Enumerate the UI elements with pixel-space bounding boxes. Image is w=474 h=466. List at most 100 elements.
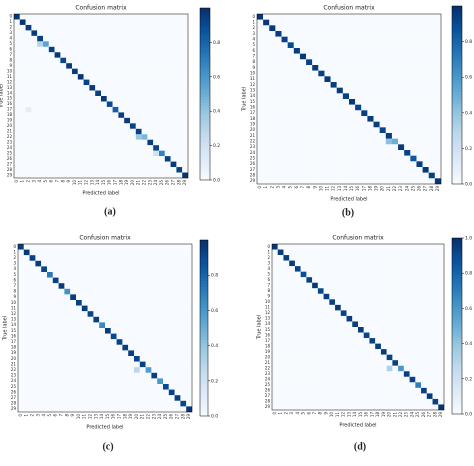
heatmap-cell [361,36,368,43]
heatmap-cell [369,382,376,388]
heatmap-cell [306,87,313,94]
heatmap-cell [122,384,129,390]
heatmap-cell [403,404,410,411]
heatmap-cell [300,255,307,261]
heatmap-cell [421,244,427,250]
heatmap-cell [398,133,405,139]
heatmap-cell [29,361,36,368]
heatmap-cell [392,338,399,344]
heatmap-cell [398,293,404,300]
heatmap-cell [403,332,410,339]
heatmap-cell [373,121,380,128]
heatmap-cell [151,378,158,385]
heatmap-cell [81,350,88,357]
heatmap-cell [116,361,123,368]
heatmap-cell [110,361,117,368]
heatmap-cell [99,266,106,273]
heatmap-cell [355,133,362,139]
heatmap-cell [299,144,307,151]
heatmap-cell [118,46,125,53]
heatmap-cell [300,327,307,333]
heatmap-cell [428,19,435,26]
heatmap-cell [31,101,38,107]
heatmap-cell [379,70,386,77]
heatmap-cell [287,48,294,54]
heatmap-cell [52,277,59,284]
heatmap-cell [422,53,429,60]
heatmap-cell [422,138,429,145]
heatmap-cell [37,30,44,36]
heatmap-cell [404,121,411,128]
heatmap-cell [323,321,330,328]
heatmap-cell [306,42,313,49]
heatmap-cell [170,161,177,168]
heatmap-cell [432,315,439,322]
heatmap-cell [300,387,307,394]
heatmap-cell [421,327,427,333]
heatmap-cell [409,266,416,272]
heatmap-cell [403,360,410,366]
heatmap-cell [95,63,102,69]
heatmap-cell [355,87,362,94]
heatmap-cell [180,367,187,373]
heatmap-cell [35,272,42,278]
heatmap-cell [398,19,405,26]
heatmap-cell [410,110,417,117]
heatmap-cell [35,311,42,317]
colorbar-segment [200,301,208,305]
heatmap-cell [87,378,94,385]
heatmap-cell [398,116,405,122]
heatmap-cell [263,110,270,117]
heatmap-cell [355,155,362,162]
x-tick-label: 24 [153,180,158,186]
heatmap-cell [93,356,100,362]
heatmap-cell [116,367,123,373]
heatmap-cell [263,31,270,37]
heatmap-cell [300,349,307,355]
heatmap-cell [403,354,410,361]
colorbar-segment [200,366,208,370]
heatmap-cell [421,266,427,272]
heatmap-cell [283,398,290,405]
heatmap-cell [147,19,154,25]
heatmap-cell [434,36,442,43]
colorbar-segment [200,240,208,244]
heatmap-cell [369,288,376,294]
heatmap-cell [23,277,30,284]
heatmap-cell [403,393,410,399]
heatmap-cell [180,378,187,385]
heatmap-cell [186,384,193,390]
heatmap-cell [287,31,294,37]
colorbar-segment [452,293,462,297]
heatmap-cell [145,367,152,373]
heatmap-cell [174,288,181,295]
heatmap-cell [77,172,84,179]
heatmap-cell [329,349,336,355]
x-tick-label: 19 [381,412,386,418]
heatmap-cell [37,96,44,102]
heatmap-cell [421,310,427,316]
heatmap-cell [141,128,148,135]
heatmap-cell [151,328,158,334]
heatmap-cell [128,395,135,401]
heatmap-cell [358,365,364,372]
colorbar-segment [200,139,210,144]
heatmap-cell [41,244,48,250]
heatmap-cell [135,79,142,86]
heatmap-cell [58,300,65,306]
heatmap-cell [287,150,294,156]
heatmap-cell [318,172,325,179]
heatmap-cell [403,244,410,250]
heatmap-cell [426,249,433,256]
heatmap-cell [421,321,427,328]
heatmap-cell [340,398,347,405]
heatmap-cell [37,167,44,173]
heatmap-cell [263,76,270,83]
heatmap-cell [340,299,347,305]
heatmap-cell [287,127,294,134]
heatmap-cell [438,376,445,383]
heatmap-cell [287,133,294,139]
y-tick-label: 20 [250,127,256,132]
colorbar-segment [200,65,210,69]
